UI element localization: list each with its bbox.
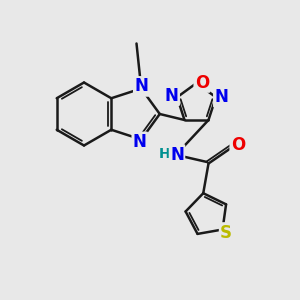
Text: H: H (159, 148, 171, 161)
Text: S: S (220, 224, 232, 242)
Text: N: N (134, 77, 148, 95)
Text: N: N (170, 146, 184, 164)
Text: N: N (133, 133, 147, 151)
Text: O: O (231, 136, 245, 154)
Text: O: O (195, 74, 209, 92)
Text: N: N (165, 87, 178, 105)
Text: N: N (214, 88, 228, 106)
